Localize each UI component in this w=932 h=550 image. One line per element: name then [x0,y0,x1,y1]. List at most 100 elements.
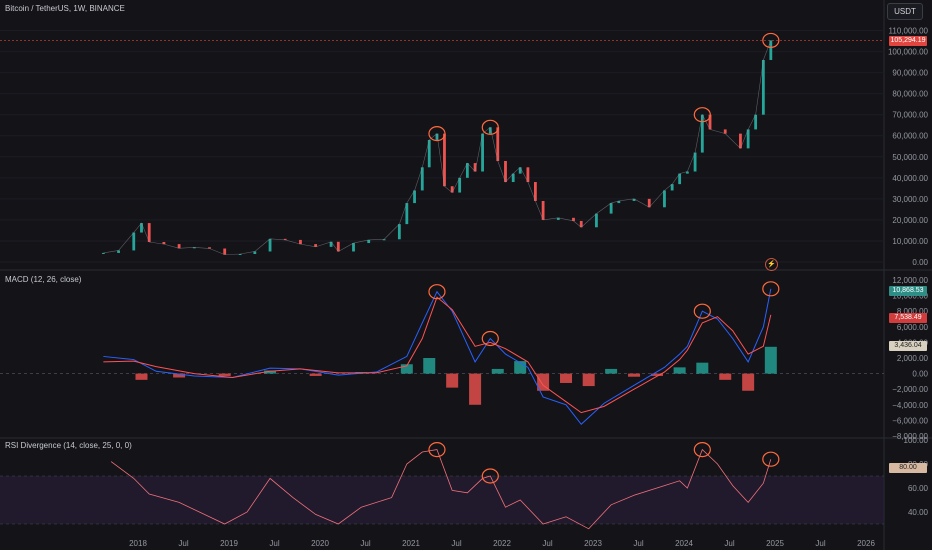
rsi-band [0,476,884,524]
macd-tick-label: 8,000.00 [897,307,929,316]
price-candle [595,213,598,228]
price-candle [140,223,143,233]
macd-line [103,288,772,426]
time-tick-label: 2018 [129,539,147,548]
price-candle [420,167,424,191]
macd-tick-label: −8,000.00 [892,432,928,441]
price-tick-label: 20,000.00 [892,216,928,225]
macd-histogram-bar [696,362,709,374]
price-candle [739,133,742,149]
macd-tick-label: 12,000.00 [892,276,928,285]
time-tick-label: 2024 [675,539,693,548]
price-candle [132,232,136,251]
macd-histogram-bar [264,370,277,374]
price-candle [397,224,401,240]
macd-histogram-bar [309,373,322,376]
price-candle [314,244,318,247]
annotation-circle [428,442,446,458]
macd-histogram-bar [742,373,755,391]
macd-histogram-bar [582,373,595,387]
price-candle [147,223,151,243]
price-candle [488,127,492,134]
price-candle [329,241,333,247]
annotation-circle [762,32,780,49]
price-candle [336,241,340,252]
time-tick-label: Jul [360,539,370,548]
macd-badge: 10,868.53 [889,286,927,296]
annotation-circle [762,281,780,297]
price-candle [473,163,477,172]
price-candle [405,203,409,225]
price-candle [617,200,621,204]
price-tick-label: 50,000.00 [892,153,928,162]
macd-histogram-bar [423,358,436,374]
time-tick-label: Jul [724,539,734,548]
annotation-circle [762,451,780,467]
currency-button[interactable]: USDT [887,3,923,20]
lightning-icon[interactable]: ⚡ [765,258,778,271]
price-candle [541,200,545,220]
price-candle [238,254,242,256]
rsi-panel-title: RSI Divergence (14, close, 25, 0, 0) [5,441,132,450]
macd-histogram-bar [218,373,231,376]
price-tick-label: 30,000.00 [892,195,928,204]
price-line [103,40,772,255]
price-candle [268,238,272,252]
price-candle [533,182,537,201]
macd-histogram-bar [605,368,618,374]
macd-panel-title: MACD (12, 26, close) [5,275,82,284]
price-badge: 105,294.19 [889,36,927,46]
price-candle [579,220,583,228]
price-candle [670,184,674,191]
macd-histogram-bar [764,346,777,374]
price-candle [481,133,484,172]
price-candle [413,190,416,204]
time-tick-label: Jul [633,539,643,548]
time-tick-label: 2019 [220,539,238,548]
price-candle [693,152,697,172]
time-tick-label: 2022 [493,539,511,548]
macd-histogram-bar [650,373,663,376]
price-candle [761,59,765,115]
macd-tick-label: −6,000.00 [892,416,928,425]
annotation-circle [693,107,711,123]
price-tick-label: 80,000.00 [892,90,928,99]
time-tick-label: Jul [542,539,552,548]
macd-tick-label: 10,000.00 [892,292,928,301]
price-candle [700,114,704,153]
macd-histogram-bar [491,368,504,374]
price-candle [647,198,651,208]
rsi-badge: 80.00 [889,463,927,473]
rsi-tick-label: 40.00 [908,508,929,517]
price-candle [427,139,431,168]
price-candle [382,239,386,241]
macd-tick-label: −2,000.00 [892,385,928,394]
time-tick-label: Jul [178,539,188,548]
price-candle [723,129,727,134]
price-candle [663,190,666,208]
time-tick-label: 2021 [402,539,420,548]
price-tick-label: 0.00 [912,258,928,267]
time-tick-label: Jul [269,539,279,548]
time-tick-label: 2025 [766,539,784,548]
price-candle [208,247,211,249]
price-candle [556,217,560,220]
time-tick-label: 2020 [311,539,329,548]
price-candle [367,239,371,244]
price-candle [283,238,287,240]
price-candle [496,127,500,161]
time-tick-label: 2026 [857,539,875,548]
price-candle [352,243,355,252]
price-candle [177,244,181,249]
price-candle [511,173,515,183]
annotation-circle [481,468,499,484]
macd-tick-label: 6,000.00 [897,323,929,332]
price-candle [685,171,689,174]
price-candle [632,198,636,201]
price-candle [769,40,773,60]
time-tick-label: Jul [815,539,825,548]
price-tick-label: 90,000.00 [892,69,928,78]
time-tick-label: Jul [451,539,461,548]
